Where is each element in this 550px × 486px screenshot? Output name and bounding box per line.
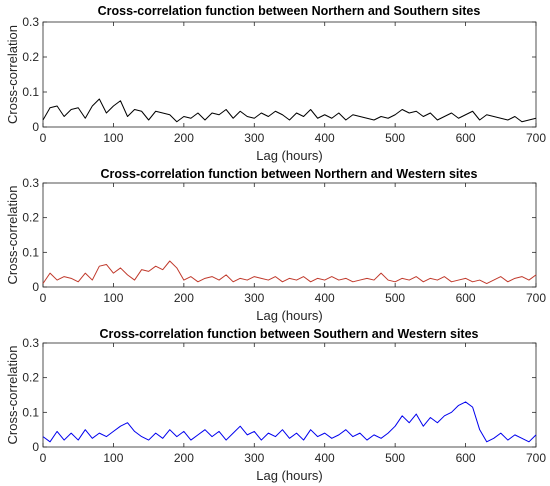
panel-3-x-axis-label: Lag (hours) [256, 468, 322, 483]
panel-1-x-axis-label: Lag (hours) [256, 148, 322, 163]
panel-3-y-tick-labels: 0 0.1 0.2 0.3 [22, 336, 39, 454]
panel-north-south: Cross-correlation function between North… [5, 4, 546, 163]
panel-3-x-tick-labels: 0 100 200 300 400 500 600 700 [40, 451, 547, 465]
panel-1-xtick-2: 200 [174, 131, 194, 145]
panel-1-ytick-1: 0.1 [22, 85, 39, 99]
panel-2-series [42, 260, 537, 285]
panel-1-series-line-0 [42, 98, 537, 123]
panel-1-xtick-5: 500 [385, 131, 405, 145]
panel-3-y-axis-label: Cross-correlation [5, 346, 20, 445]
panel-1-ticks [42, 21, 537, 128]
panel-1-y-tick-labels: 0 0.1 0.2 0.3 [22, 15, 39, 134]
panel-2-x-tick-labels: 0 100 200 300 400 500 600 700 [40, 291, 547, 305]
panel-1-ytick-3: 0.3 [22, 15, 39, 29]
panel-3-ytick-3: 0.3 [22, 336, 39, 350]
panel-3-title: Cross-correlation function between South… [100, 327, 479, 341]
panel-3-ticks [42, 342, 537, 448]
panel-north-west: Cross-correlation function between North… [5, 167, 546, 323]
panel-1-xtick-6: 600 [456, 131, 476, 145]
panel-1-y-axis-label: Cross-correlation [5, 25, 20, 124]
panel-3-xtick-6: 600 [456, 451, 476, 465]
panel-1-xtick-7: 700 [526, 131, 546, 145]
panel-2-xtick-6: 600 [456, 291, 476, 305]
panel-1-title: Cross-correlation function between North… [98, 4, 481, 18]
panel-south-west: Cross-correlation function between South… [5, 327, 546, 483]
panel-3-xtick-4: 400 [315, 451, 335, 465]
panel-1-xtick-1: 100 [103, 131, 123, 145]
panel-2-xtick-3: 300 [244, 291, 264, 305]
panel-3-ytick-2: 0.2 [22, 371, 39, 385]
panel-2-ytick-2: 0.2 [22, 211, 39, 225]
panel-3-xtick-7: 700 [526, 451, 546, 465]
panel-2-ytick-1: 0.1 [22, 245, 39, 259]
panel-2-xtick-0: 0 [40, 291, 47, 305]
panel-3-xtick-3: 300 [244, 451, 264, 465]
panel-3-ytick-1: 0.1 [22, 405, 39, 419]
panel-2-series-line-0 [42, 260, 537, 285]
panel-2-xtick-5: 500 [385, 291, 405, 305]
panel-2-xtick-2: 200 [174, 291, 194, 305]
panel-1-xtick-4: 400 [315, 131, 335, 145]
panel-1-ytick-0: 0 [32, 120, 39, 134]
panel-3-axes-box [42, 342, 537, 448]
panel-3-ytick-0: 0 [32, 440, 39, 454]
panel-1-xtick-3: 300 [244, 131, 264, 145]
panel-3-series [42, 401, 537, 443]
panel-3-xtick-2: 200 [174, 451, 194, 465]
panel-1-x-tick-labels: 0 100 200 300 400 500 600 700 [40, 131, 547, 145]
panel-1-xtick-0: 0 [40, 131, 47, 145]
panel-2-xtick-7: 700 [526, 291, 546, 305]
panel-2-x-axis-label: Lag (hours) [256, 308, 322, 323]
panel-1-series [42, 98, 537, 123]
panel-2-ticks [42, 182, 537, 288]
panel-3-xtick-1: 100 [103, 451, 123, 465]
panel-3-xtick-5: 500 [385, 451, 405, 465]
panel-2-axes-box [42, 182, 537, 288]
panel-2-y-tick-labels: 0 0.1 0.2 0.3 [22, 176, 39, 294]
panel-2-xtick-4: 400 [315, 291, 335, 305]
panel-1-axes-box [42, 21, 537, 128]
panel-2-xtick-1: 100 [103, 291, 123, 305]
panel-2-y-axis-label: Cross-correlation [5, 186, 20, 285]
panel-1-ytick-2: 0.2 [22, 50, 39, 64]
panel-2-title: Cross-correlation function between North… [101, 167, 478, 181]
panel-3-xtick-0: 0 [40, 451, 47, 465]
panel-2-ytick-0: 0 [32, 280, 39, 294]
panel-3-series-line-0 [42, 401, 537, 443]
panel-2-ytick-3: 0.3 [22, 176, 39, 190]
